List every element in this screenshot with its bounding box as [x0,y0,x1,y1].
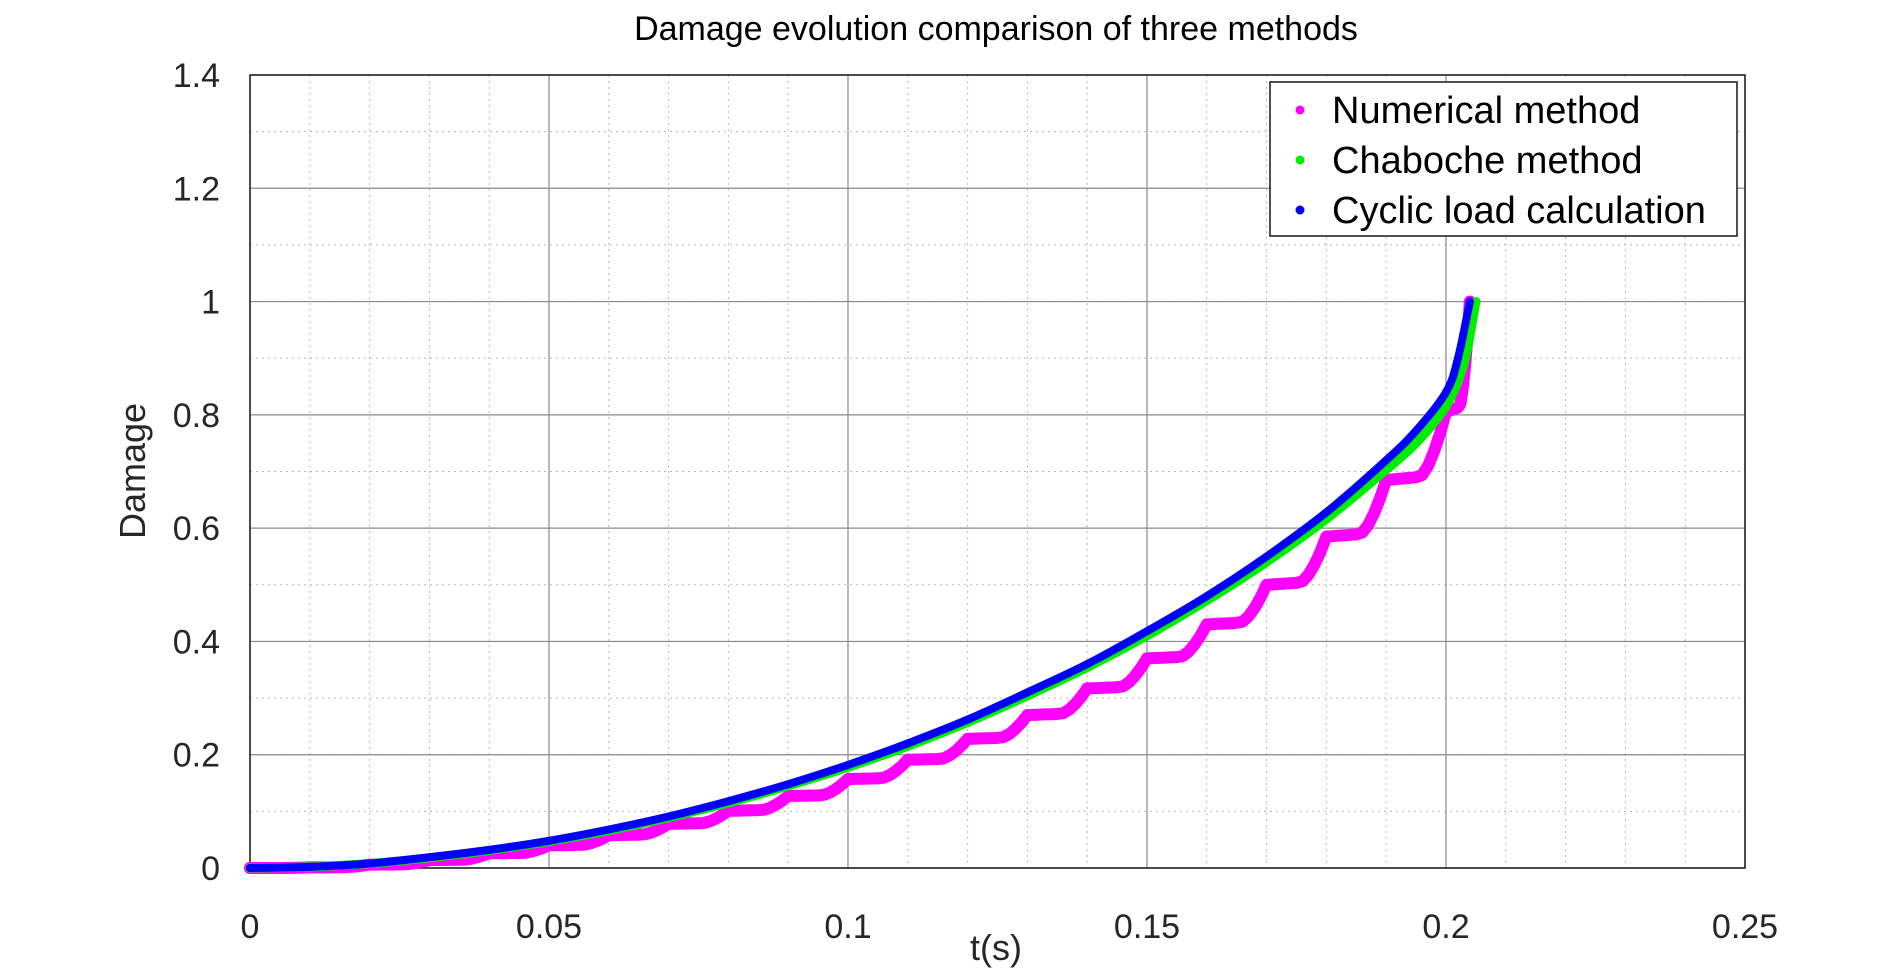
axis-ticks: 0 0.05 0.1 0.15 0.2 0.25 0 0.2 0.4 0.6 0.8 1 1.2 1.4 [173,57,1778,946]
x-tick-label: 0.2 [1422,908,1469,946]
data-point [1412,426,1421,435]
data-point [1021,709,1034,722]
x-tick-label: 0.25 [1712,908,1778,946]
data-point [1454,354,1462,363]
x-axis-label: t(s) [970,927,1022,968]
data-point [784,780,793,789]
y-tick-label: 1 [201,284,220,322]
data-point [842,773,854,786]
data-point [1471,297,1481,307]
data-point [1465,297,1474,306]
data-point [1023,688,1032,697]
data-point [901,753,914,766]
y-axis-label: Damage [112,403,153,539]
data-point [1322,508,1331,517]
data-point [1141,652,1153,665]
data-point [844,760,852,769]
data-point [1459,359,1469,369]
y-tick-label: 1.2 [173,170,220,208]
data-point [1143,627,1151,636]
y-tick-label: 0 [201,850,220,888]
data-point [246,864,254,872]
legend-item-numerical: Numerical method [1295,90,1640,132]
data-point [1320,530,1333,543]
chart-title: Damage evolution comparison of three met… [634,10,1358,48]
y-tick-label: 1.4 [173,57,220,95]
data-point [365,859,374,868]
data-point [1083,660,1092,669]
data-point [305,862,314,871]
x-tick-label: 0 [241,908,260,946]
legend-marker-numerical [1295,105,1305,115]
x-tick-label: 0.15 [1114,908,1180,946]
data-point [1260,578,1273,591]
y-tick-label: 0.2 [173,737,220,775]
data-point [963,715,972,724]
y-tick-label: 0.6 [173,510,220,548]
legend-item-cyclic: Cyclic load calculation [1295,190,1706,232]
data-point [485,845,494,854]
legend-label-numerical: Numerical method [1332,90,1640,132]
data-point [1081,682,1094,695]
data-point [604,825,613,834]
data-point [1441,401,1451,411]
data-point [1262,552,1271,561]
data-point [1382,456,1391,465]
data-point [545,836,553,845]
x-tick-label: 0.05 [516,908,582,946]
series-line [244,295,1476,874]
series-cyclic-load-calculation [246,297,1474,872]
y-tick-label: 0.8 [173,397,220,435]
legend-label-cyclic: Cyclic load calculation [1332,190,1706,232]
legend-item-chaboche: Chaboche method [1295,140,1643,182]
data-point [1411,438,1421,448]
legend-box [1269,81,1738,237]
data-point [664,812,673,821]
x-tick-label: 0.1 [824,908,871,946]
legend-marker-cyclic [1295,205,1305,215]
data-point [724,797,733,806]
data-point [1202,592,1211,601]
data-point [782,790,795,803]
data-point [961,732,974,745]
legend: Numerical method Chaboche method Cyclic … [1269,81,1738,237]
data-point [1442,388,1450,397]
series-layer [244,295,1481,874]
grid [249,74,1746,869]
data-point [1200,618,1213,631]
data-point [903,739,912,748]
legend-marker-chaboche [1295,155,1305,165]
data-point [425,853,434,862]
y-tick-label: 0.4 [173,623,220,661]
legend-label-chaboche: Chaboche method [1332,140,1643,182]
plot-frame [249,74,1746,869]
